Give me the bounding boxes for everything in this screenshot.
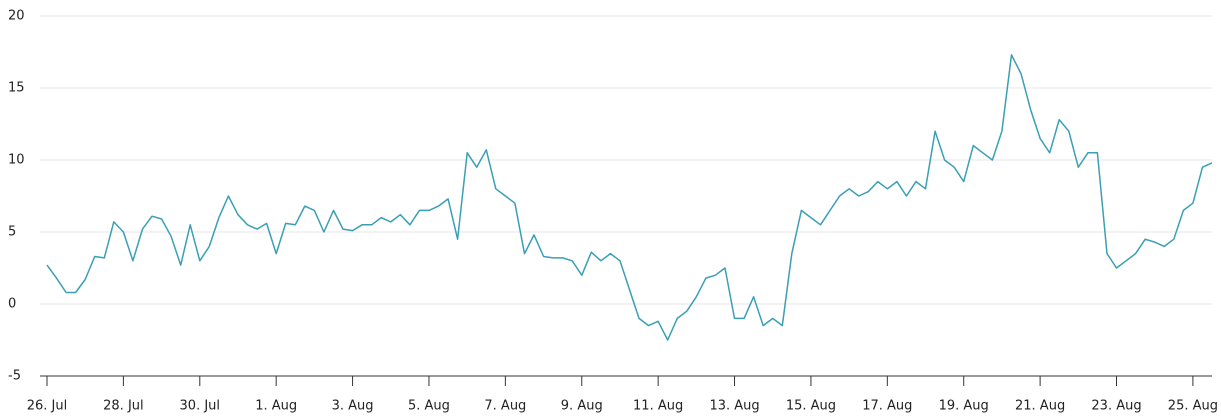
x-tick-label: 9. Aug [561,399,603,414]
x-tick-label: 25. Aug [1168,399,1218,414]
x-tick-label: 23. Aug [1091,399,1141,414]
line [46,54,1213,341]
x-tick-label: 19. Aug [939,399,989,414]
x-tick-label: 21. Aug [1015,399,1065,414]
x-tick-label: 15. Aug [786,399,836,414]
y-tick-label: 0 [8,297,16,312]
x-tick-label: 30. Jul [180,399,221,414]
x-tick-label: 26. Jul [27,399,68,414]
x-tick-label: 5. Aug [408,399,450,414]
x-tick-label: 11. Aug [633,399,683,414]
x-tick-label: 17. Aug [862,399,912,414]
y-tick-label: -5 [8,369,21,384]
y-tick-label: 20 [8,9,25,24]
x-tick-label: 28. Jul [103,399,144,414]
y-tick-label: 15 [8,81,25,96]
x-tick-label: 1. Aug [255,399,297,414]
y-tick-label: 5 [8,225,16,240]
x-tick-label: 3. Aug [332,399,374,414]
x-tick-label: 7. Aug [484,399,526,414]
x-tick-label: 13. Aug [709,399,759,414]
y-tick-label: 10 [8,153,25,168]
